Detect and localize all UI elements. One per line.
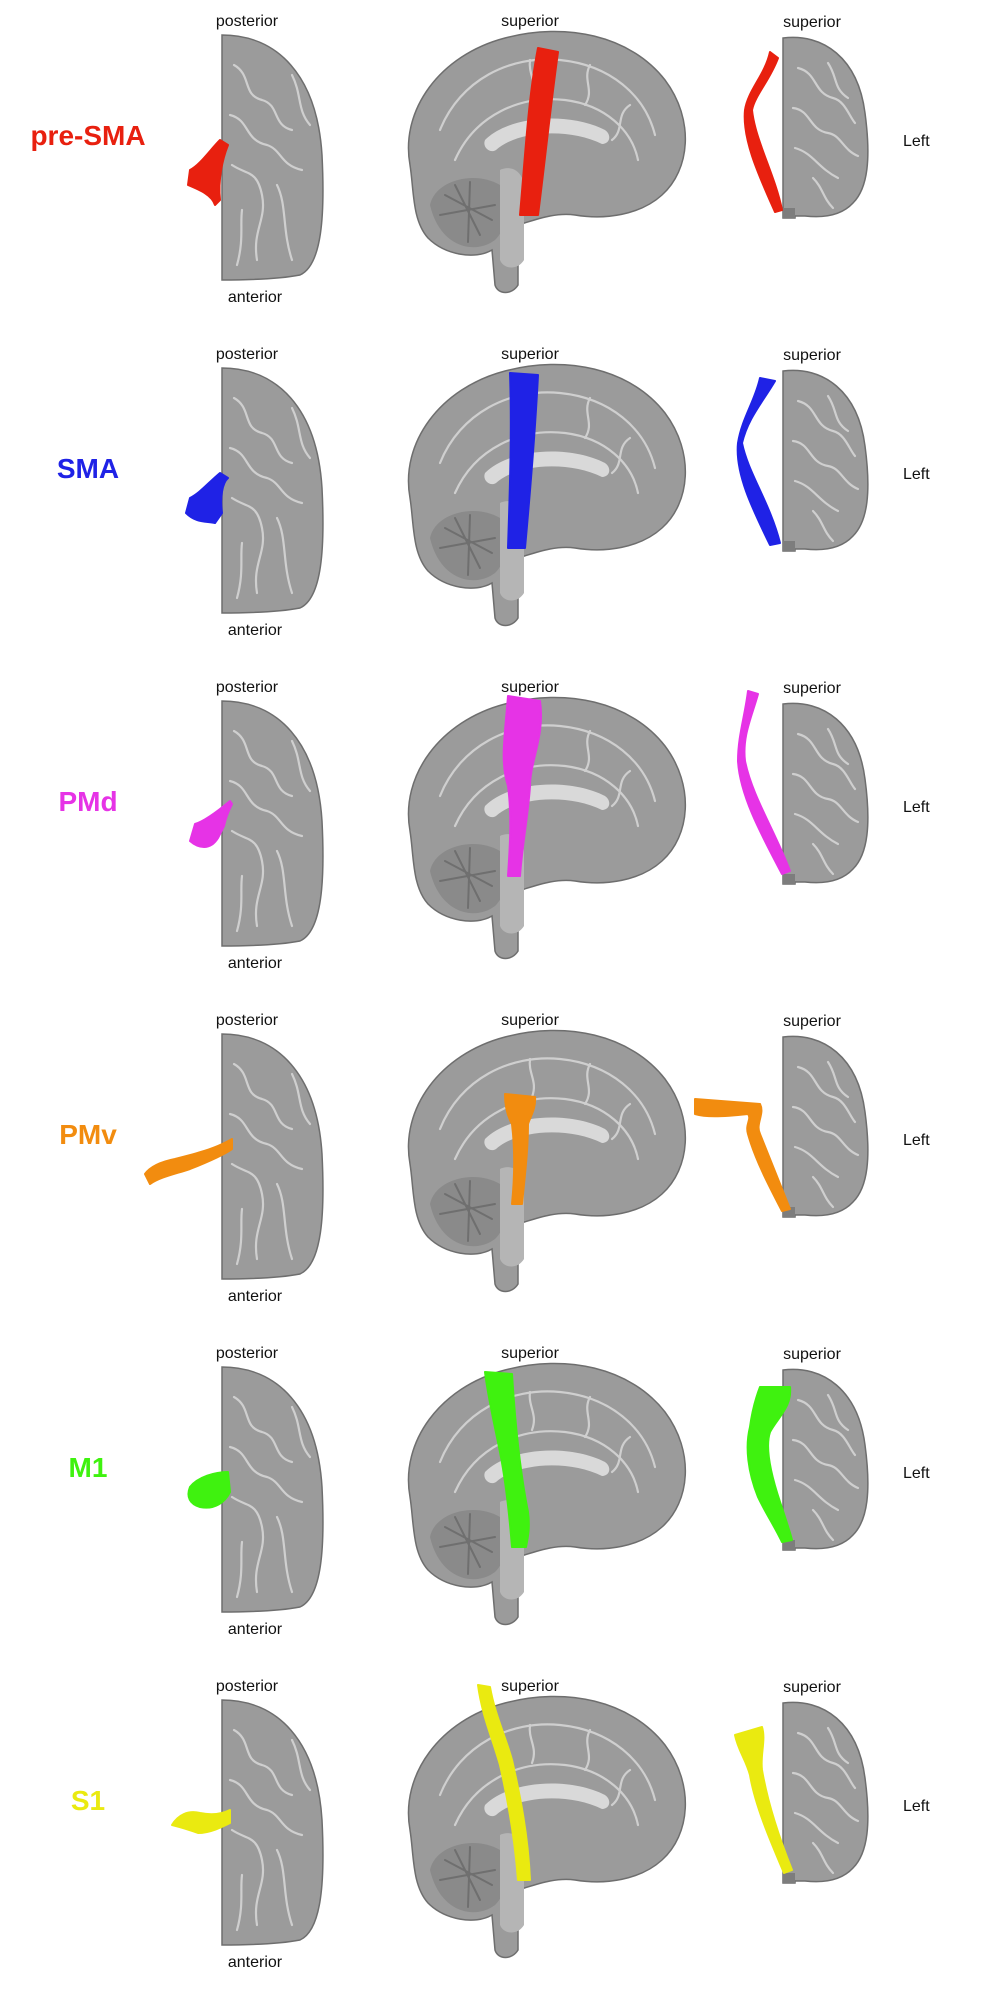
axial-top-label: posterior (216, 1012, 279, 1029)
axial-tract (185, 472, 229, 524)
tract-row-sma: SMA posterior anterior superior superior Left (57, 346, 930, 639)
coronal-side-label: Left (903, 1798, 930, 1815)
tract-row-m1: M1 posterior anterior superior superior Left (69, 1345, 931, 1638)
axial-bottom-label: anterior (228, 1288, 283, 1305)
sagittal-top-label: superior (501, 346, 559, 363)
sagittal-tract (507, 372, 539, 549)
sagittal-top-label: superior (501, 13, 559, 30)
sagittal-top-label: superior (501, 1678, 559, 1695)
sagittal-tract (502, 695, 542, 877)
sagittal-brain-image (407, 696, 687, 960)
coronal-brain-image (781, 1035, 869, 1219)
sagittal-top-label: superior (501, 1345, 559, 1362)
coronal-side-label: Left (903, 133, 930, 150)
sagittal-tract (484, 1371, 530, 1548)
coronal-tract (737, 690, 791, 875)
axial-bottom-label: anterior (228, 289, 283, 306)
tract-row-pre-sma: pre-SMA posterior anterior superior superior… (30, 13, 930, 306)
tract-row-pmv: PMv posterior anterior superior superior Left (59, 1012, 930, 1305)
axial-brain-image (220, 1032, 325, 1281)
axial-brain-image (220, 1365, 325, 1614)
axial-top-label: posterior (216, 13, 279, 30)
axial-tract (187, 1471, 231, 1509)
coronal-top-label: superior (783, 1679, 841, 1696)
coronal-side-label: Left (903, 466, 930, 483)
coronal-side-label: Left (903, 799, 930, 816)
axial-top-label: posterior (216, 1345, 279, 1362)
sagittal-tract (504, 1093, 537, 1205)
coronal-side-label: Left (903, 1132, 930, 1149)
coronal-side-label: Left (903, 1465, 930, 1482)
axial-tract (171, 1809, 231, 1834)
axial-top-label: posterior (216, 679, 279, 696)
tract-label: M1 (69, 1452, 108, 1483)
tract-row-pmd: PMd posterior anterior superior superior Left (58, 679, 930, 972)
coronal-tract (746, 1386, 793, 1543)
sagittal-brain-image (407, 1362, 687, 1626)
axial-bottom-label: anterior (228, 1621, 283, 1638)
sagittal-brain-image (407, 363, 687, 627)
axial-tract (189, 800, 233, 848)
tract-label: PMv (59, 1119, 117, 1150)
coronal-top-label: superior (783, 1346, 841, 1363)
axial-brain-image (220, 366, 325, 615)
coronal-top-label: superior (783, 14, 841, 31)
axial-top-label: posterior (216, 1678, 279, 1695)
coronal-top-label: superior (783, 347, 841, 364)
tract-label: S1 (71, 1785, 105, 1816)
coronal-top-label: superior (783, 680, 841, 697)
axial-brain-image (220, 33, 325, 282)
coronal-tract (736, 377, 781, 546)
sagittal-tract (519, 47, 559, 216)
axial-bottom-label: anterior (228, 622, 283, 639)
tract-label: pre-SMA (30, 120, 145, 151)
tract-row-s1: S1 posterior anterior superior superior Left (71, 1678, 930, 1971)
coronal-brain-image (781, 369, 869, 553)
coronal-brain-image (781, 1368, 869, 1552)
axial-top-label: posterior (216, 346, 279, 363)
axial-brain-image (220, 699, 325, 948)
coronal-top-label: superior (783, 1013, 841, 1030)
axial-bottom-label: anterior (228, 955, 283, 972)
axial-brain-image (220, 1698, 325, 1947)
tract-label: SMA (57, 453, 119, 484)
tract-label: PMd (58, 786, 117, 817)
sagittal-top-label: superior (501, 1012, 559, 1029)
sagittal-brain-image (407, 1029, 687, 1293)
coronal-brain-image (781, 1701, 869, 1885)
axial-tract (144, 1138, 233, 1185)
coronal-brain-image (781, 702, 869, 886)
rows-layer: pre-SMA posterior anterior superior superior… (30, 13, 930, 1971)
coronal-brain-image (781, 36, 869, 220)
sagittal-top-label: superior (501, 679, 559, 696)
sagittal-brain-image (407, 1695, 687, 1959)
sagittal-tract (477, 1684, 531, 1881)
axial-bottom-label: anterior (228, 1954, 283, 1971)
coronal-tract (694, 1098, 791, 1212)
axial-tract (187, 139, 229, 206)
coronal-tract (734, 1726, 793, 1874)
coronal-tract (743, 51, 783, 213)
